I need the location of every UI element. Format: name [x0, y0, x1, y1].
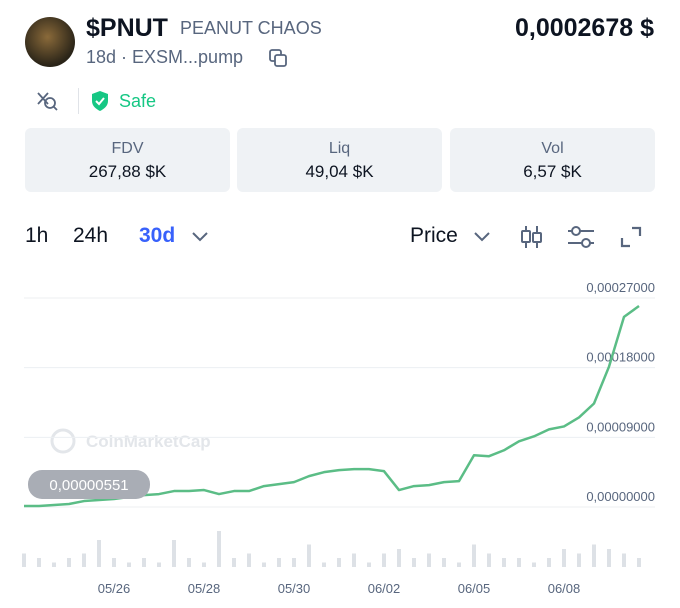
token-price: 0,0002678 $: [514, 14, 654, 42]
volume-bar: [607, 549, 611, 567]
volume-bar: [112, 558, 116, 567]
x-tick-label: 06/02: [368, 581, 401, 596]
volume-bar: [217, 531, 221, 567]
volume-bar: [37, 558, 41, 567]
volume-bar: [82, 553, 86, 567]
token-name: PEANUT CHAOS: [180, 18, 322, 38]
watermark-logo: [50, 428, 76, 454]
volume-bar: [622, 553, 626, 567]
interval-tab[interactable]: 30d: [139, 224, 176, 247]
volume-bar: [532, 562, 536, 567]
volume-bar: [202, 562, 206, 567]
volume-bar: [97, 540, 101, 567]
divider: [78, 88, 79, 114]
watermark: CoinMarketCap: [86, 432, 211, 451]
audit-icon[interactable]: [36, 90, 58, 112]
volume-bar: [382, 553, 386, 567]
price-tag: 0,00000551: [49, 477, 128, 494]
stat-value: 267,88 $K: [88, 162, 167, 181]
fullscreen-icon[interactable]: [619, 225, 643, 249]
candle-icon[interactable]: [518, 224, 546, 250]
volume-bar: [277, 558, 281, 567]
volume-bar: [337, 558, 341, 567]
stat-label: Liq: [328, 140, 351, 157]
y-tick-label: 0,00000000: [586, 489, 655, 504]
stat-value: 49,04 $K: [305, 162, 374, 181]
interval-tab[interactable]: 24h: [73, 224, 109, 247]
volume-bar: [562, 549, 566, 567]
volume-bar: [397, 549, 401, 567]
stat-value: 6,57 $K: [523, 162, 582, 181]
volume-bar: [592, 544, 596, 567]
x-tick-label: 05/26: [98, 581, 131, 596]
stat-card: FDV 267,88 $K: [25, 128, 230, 192]
volume-bar: [232, 558, 236, 567]
token-symbol: $PNUT: [86, 14, 168, 42]
token-meta: 18d · EXSM...pump: [86, 47, 244, 67]
volume-bar: [292, 558, 296, 567]
volume-bar: [67, 558, 71, 567]
volume-bar: [322, 562, 326, 567]
volume-bar: [172, 540, 176, 567]
volume-bar: [427, 553, 431, 567]
price-chart: CoinMarketCap 0,00000000 0,00009000 0,00018…: [22, 280, 655, 596]
volume-bar: [547, 558, 551, 567]
volume-bar: [262, 562, 266, 567]
y-tick-label: 0,00018000: [586, 350, 655, 365]
x-tick-label: 05/28: [188, 581, 221, 596]
volume-bar: [187, 558, 191, 567]
volume-bar: [367, 562, 371, 567]
stat-label: FDV: [111, 140, 144, 157]
price-tag-bg: [28, 470, 150, 499]
y-tick-label: 0,00027000: [586, 280, 655, 295]
stat-label: Vol: [541, 140, 564, 157]
safe-badge: Safe: [119, 91, 157, 111]
volume-bar: [457, 562, 461, 567]
volume-bar: [502, 558, 506, 567]
volume-bar: [142, 558, 146, 567]
dropdown-icon[interactable]: [472, 228, 492, 244]
dropdown-icon[interactable]: [190, 228, 210, 244]
volume-bar: [472, 544, 476, 567]
volume-bar: [442, 558, 446, 567]
volume-bar: [487, 553, 491, 567]
stat-card: Vol 6,57 $K: [450, 128, 655, 192]
interval-tab[interactable]: 1h: [25, 224, 49, 247]
volume-bar: [247, 553, 251, 567]
x-tick-label: 05/30: [278, 581, 311, 596]
safe-icon: [92, 91, 108, 111]
volume-bar: [307, 544, 311, 567]
volume-bar: [412, 558, 416, 567]
volume-bar: [157, 562, 161, 567]
volume-bar: [517, 558, 521, 567]
volume-bar: [577, 553, 581, 567]
token-avatar: [25, 17, 75, 67]
volume-bar: [637, 558, 641, 567]
y-tick-label: 0,00009000: [586, 419, 655, 434]
x-tick-label: 06/08: [548, 581, 581, 596]
copy-icon[interactable]: [268, 48, 288, 68]
volume-bar: [52, 562, 56, 567]
volume-bar: [22, 553, 26, 567]
volume-bar: [127, 562, 131, 567]
volume-bar: [352, 553, 356, 567]
stat-card: Liq 49,04 $K: [237, 128, 442, 192]
mode-select[interactable]: Price: [410, 224, 458, 247]
x-tick-label: 06/05: [458, 581, 491, 596]
settings-icon[interactable]: [566, 224, 596, 250]
